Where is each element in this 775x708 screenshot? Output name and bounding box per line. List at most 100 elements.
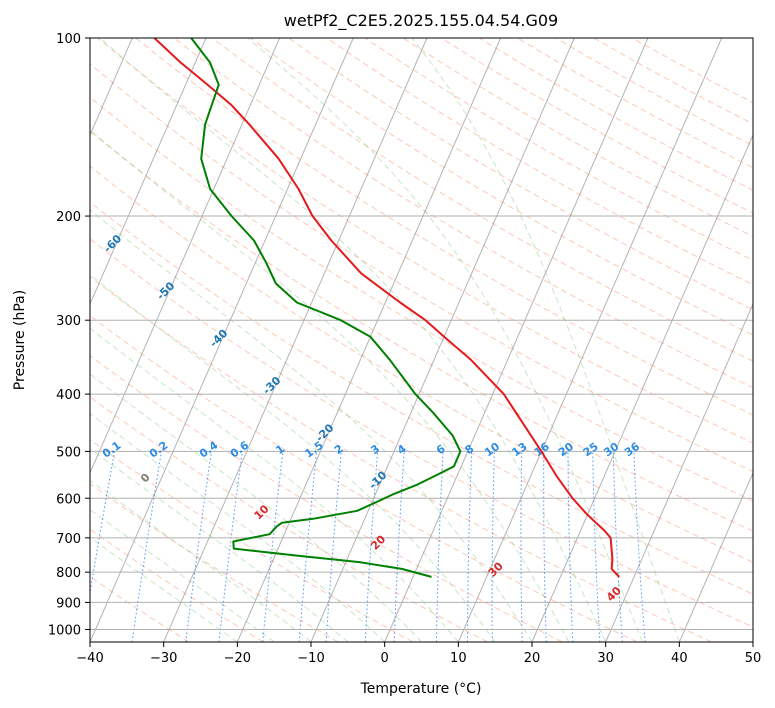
mixing-ratio-line	[90, 451, 116, 596]
x-tick-label: 30	[597, 651, 614, 666]
dry-adiabat-line	[90, 201, 753, 595]
y-tick-label: 800	[56, 566, 81, 581]
dry-adiabat-line	[90, 63, 753, 473]
moist-adiabat-line	[90, 274, 496, 642]
moist-adiabat-line	[90, 209, 533, 642]
dry-adiabat-line	[90, 576, 190, 642]
y-tick-label: 300	[56, 314, 81, 329]
dry-adiabat-label: 0	[138, 471, 153, 486]
dry-adiabat-line	[90, 483, 339, 642]
dry-adiabat-line	[90, 315, 638, 642]
mixing-ratio-label: 0.4	[197, 439, 221, 461]
isotherm-line	[752, 640, 753, 642]
x-axis: −40 −30 −20 −10 0 10 20 30 40 50	[76, 642, 761, 666]
moist-adiabat-line	[247, 38, 643, 642]
x-axis-label: Temperature (°C)	[360, 681, 482, 697]
mixing-ratio-label: 6	[434, 442, 448, 457]
mixing-ratio-label: 13	[510, 440, 530, 459]
dry-adiabat-line	[211, 38, 753, 362]
dry-adiabat-label: 30	[486, 559, 506, 579]
dry-adiabat-label: 20	[368, 532, 388, 552]
isotherm-line	[605, 302, 753, 642]
x-tick-label: −10	[297, 651, 324, 666]
plot-frame	[89, 37, 754, 643]
mixing-ratio-label: 3	[368, 442, 382, 457]
dry-adiabat-line	[631, 38, 753, 104]
dry-adiabat-line	[593, 38, 753, 125]
mixing-ratio-label: 36	[622, 440, 642, 460]
y-axis: 100 200 300 400 500 600 700 800 900 1000	[48, 32, 90, 638]
dry-adiabat-line	[97, 38, 753, 444]
series-lines	[153, 38, 621, 578]
moist-adiabat-line	[90, 129, 570, 642]
chart-title: wetPf2_C2E5.2025.155.04.54.G09	[284, 11, 558, 31]
dry-adiabat-label: 40	[604, 584, 624, 604]
x-tick-label: −30	[150, 651, 177, 666]
x-tick-label: 0	[381, 651, 389, 666]
dry-adiabat-line	[90, 439, 414, 642]
dry-adiabat-line	[173, 38, 753, 389]
dry-adiabat-label: 10	[252, 502, 272, 522]
dry-adiabat-line	[288, 38, 753, 311]
y-tick-label: 900	[56, 596, 81, 611]
moist-adiabat-line	[90, 412, 386, 642]
isotherm-label: -40	[207, 326, 230, 349]
y-tick-label: 200	[56, 210, 81, 225]
mixing-ratio-line	[592, 451, 601, 642]
mixing-ratio-line	[567, 451, 574, 642]
isotherm-line	[678, 471, 753, 642]
x-tick-label: −40	[76, 651, 103, 666]
mixing-ratio-line	[633, 451, 646, 642]
pressure-gridlines	[90, 38, 753, 630]
moist-adiabat-line	[90, 509, 275, 642]
x-tick-label: −20	[224, 651, 251, 666]
x-tick-label: 50	[745, 651, 762, 666]
y-tick-label: 700	[56, 532, 81, 547]
y-axis-label: Pressure (hPa)	[12, 290, 28, 390]
mixing-ratio-label: 0.6	[228, 439, 252, 461]
isotherm-line	[90, 38, 207, 306]
isotherm-label: -10	[366, 468, 389, 491]
isotherm-line	[310, 38, 575, 642]
dry-adiabat-line	[135, 38, 753, 416]
x-tick-label: 20	[524, 651, 541, 666]
dry-adiabat-line	[555, 38, 753, 147]
x-tick-label: 10	[450, 651, 467, 666]
moist-adiabat-line	[99, 38, 607, 642]
dewpoint-profile-line	[190, 38, 462, 578]
dry-adiabat-line	[90, 276, 712, 642]
y-tick-label: 500	[56, 445, 81, 460]
y-tick-label: 1000	[48, 623, 81, 638]
dry-adiabat-line	[250, 38, 753, 336]
dry-adiabat-line	[90, 130, 753, 532]
y-tick-label: 100	[56, 32, 81, 47]
y-tick-label: 400	[56, 388, 81, 403]
moist-adiabat-line	[90, 479, 312, 642]
isotherm-line	[531, 133, 753, 642]
x-tick-label: 40	[671, 651, 688, 666]
mixing-ratio-line	[218, 451, 243, 642]
dry-adiabat-line	[90, 96, 753, 502]
dry-adiabat-line	[90, 396, 488, 642]
background-lines	[0, 38, 753, 642]
mixing-ratio-label: 0.2	[147, 439, 170, 461]
isotherm-line	[0, 38, 59, 642]
dry-adiabat-line	[326, 38, 753, 286]
moist-adiabat-line	[90, 327, 459, 642]
dry-adiabat-line	[364, 38, 753, 261]
dry-adiabat-line	[90, 238, 753, 628]
mixing-ratio-label: 25	[581, 440, 601, 459]
moist-adiabat-line	[411, 38, 680, 642]
isotherm-line	[457, 38, 723, 642]
isotherm-line	[236, 38, 502, 642]
temperature-profile-line	[153, 38, 621, 578]
mixing-ratio-line	[185, 451, 212, 642]
mixing-ratio-label: 2	[332, 442, 346, 457]
isotherm-label: -70	[48, 185, 71, 208]
mixing-ratio-line	[435, 451, 444, 642]
isotherm-label: -80	[0, 137, 18, 160]
isotherm-label: -50	[154, 279, 177, 302]
isotherm-line	[90, 38, 354, 642]
isotherm-line	[90, 38, 281, 475]
